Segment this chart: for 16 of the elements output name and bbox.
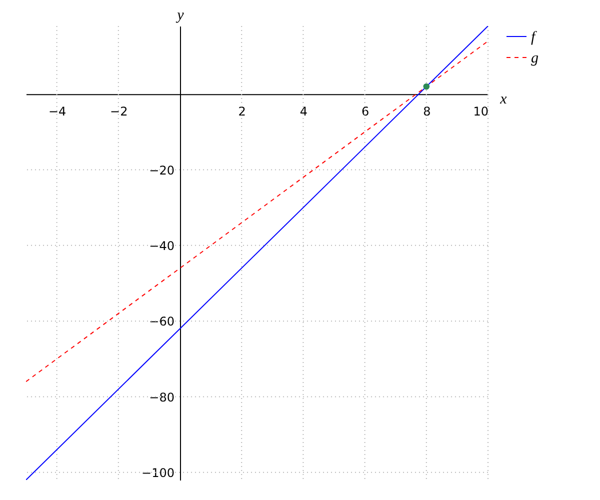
x-tick-label: 8 xyxy=(423,104,431,119)
y-tick-label: −100 xyxy=(142,466,174,480)
legend-label: f xyxy=(531,30,537,46)
x-tick-label: −2 xyxy=(110,104,128,119)
x-axis-title: x xyxy=(499,92,508,108)
y-tick-label: −20 xyxy=(149,163,174,178)
y-tick-label: −60 xyxy=(149,314,174,329)
x-tick-label: 2 xyxy=(238,104,246,119)
x-tick-label: −4 xyxy=(48,104,66,119)
y-axis-title: y xyxy=(175,8,184,24)
x-tick-label: 4 xyxy=(300,104,308,119)
y-tick-label: −80 xyxy=(149,390,174,404)
y-tick-label: −40 xyxy=(149,238,174,253)
x-tick-label: 10 xyxy=(473,104,488,119)
legend-label: g xyxy=(531,50,539,66)
x-tick-label: 6 xyxy=(361,104,370,119)
